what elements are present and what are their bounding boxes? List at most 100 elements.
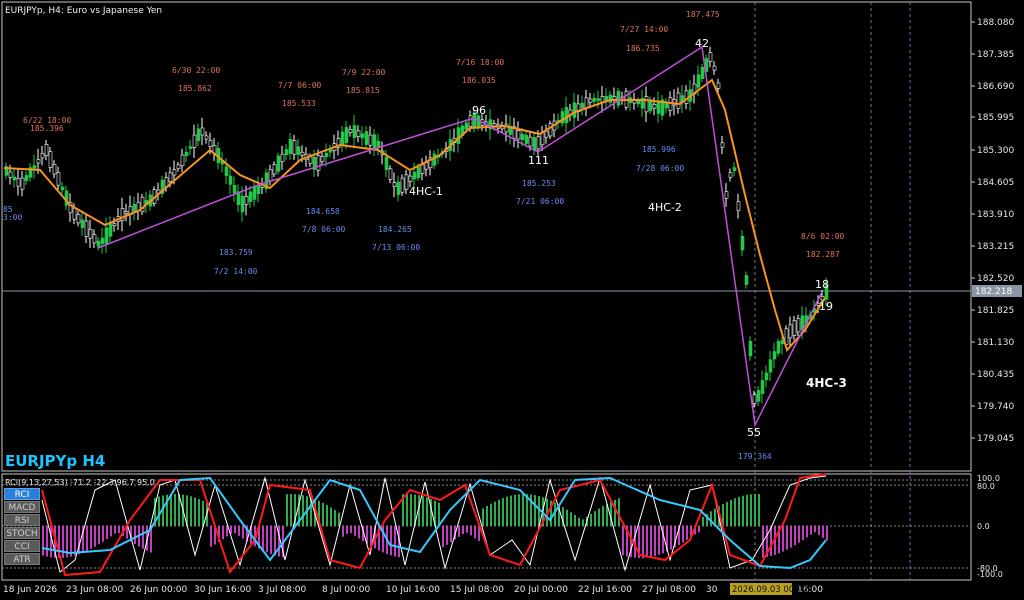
histogram-bar	[166, 494, 168, 526]
atr-button[interactable]: ATR	[4, 553, 40, 565]
stoch-button[interactable]: STOCH	[4, 527, 40, 539]
candle-body	[52, 164, 57, 175]
histogram-bar	[714, 508, 716, 526]
histogram-bar	[318, 500, 320, 526]
candle-body	[300, 151, 305, 156]
candle-body	[512, 126, 517, 139]
histogram-bar	[430, 498, 432, 526]
histogram-bar	[814, 526, 816, 533]
histogram-bar	[754, 494, 756, 526]
candlestick-series	[4, 46, 829, 408]
histogram-bar	[638, 526, 640, 558]
high-annotations: 6/22 18:00 185.396 6/30 22:00 185.862 7/…	[23, 10, 845, 259]
histogram-bar	[702, 516, 704, 526]
candle-body	[560, 111, 565, 124]
histogram-bar	[246, 526, 248, 542]
indicator-tick: 0.0	[977, 522, 990, 531]
candle-body	[80, 219, 85, 228]
histogram-bar	[590, 513, 592, 526]
high-price: 185.533	[282, 99, 316, 108]
histogram-bar	[190, 496, 192, 526]
candle-body	[228, 175, 233, 185]
candle-body	[236, 191, 241, 206]
low-date: 7/28 06:00	[636, 164, 684, 173]
candle-body	[752, 394, 757, 404]
pattern-label: 4HC-1	[409, 185, 443, 198]
candle-body	[200, 127, 205, 136]
histogram-bar	[102, 526, 104, 542]
histogram-bar	[746, 494, 748, 526]
histogram-bar	[582, 519, 584, 526]
histogram-bar	[74, 526, 76, 556]
candle-body	[744, 275, 749, 285]
histogram-bar	[478, 526, 480, 541]
candle-body	[104, 227, 109, 244]
histogram-bar	[738, 496, 740, 526]
time-tick: 8 Jul 00:00	[322, 585, 371, 595]
rci-button[interactable]: RCI	[4, 488, 40, 500]
time-tick: 30 Jun 16:00	[194, 585, 251, 595]
histogram-bar	[630, 526, 632, 558]
candle-body	[124, 211, 129, 214]
histogram-bar	[106, 526, 108, 540]
price-tick: 185.300	[977, 146, 1014, 156]
low-price: 183.759	[219, 248, 253, 257]
candle-body	[348, 129, 353, 133]
histogram-bar	[522, 494, 524, 526]
candle-body	[748, 340, 753, 357]
histogram-bar	[558, 504, 560, 526]
candle-body	[520, 133, 525, 141]
macd-button[interactable]: MACD	[4, 501, 40, 513]
high-price: 185.396	[30, 124, 64, 133]
wave-counts: 96 111 42 55 18 19	[472, 37, 833, 439]
rci-fast-line	[41, 475, 827, 573]
histogram-bar	[414, 494, 416, 526]
histogram-bar	[506, 496, 508, 526]
candle-body	[696, 74, 701, 88]
edge-fragment: 3:00	[3, 213, 22, 222]
histogram-bar	[526, 494, 528, 526]
histogram-bar	[610, 501, 612, 526]
histogram-bar	[346, 526, 348, 534]
histogram-bar	[642, 526, 644, 558]
histogram-bar	[134, 526, 136, 545]
histogram-bar	[98, 526, 100, 545]
price-tick: 187.385	[977, 50, 1014, 60]
histogram-bar	[70, 526, 72, 557]
low-price: 184.265	[378, 225, 412, 234]
candle-body	[40, 152, 45, 159]
histogram-bar	[194, 497, 196, 526]
candle-body	[792, 320, 797, 336]
low-date: 7/13 06:00	[372, 243, 420, 252]
rsi-button[interactable]: RSI	[4, 514, 40, 526]
indicator-tick: -80.0	[977, 564, 998, 573]
histogram-bar	[650, 526, 652, 557]
histogram-bar	[450, 526, 452, 543]
histogram-bar	[46, 526, 48, 557]
histogram-bar	[698, 526, 700, 533]
candle-body	[640, 98, 645, 109]
histogram-bar	[614, 499, 616, 526]
candle-body	[268, 168, 273, 182]
histogram-bar	[598, 508, 600, 526]
histogram-bar	[434, 500, 436, 526]
indicator-label: RCI(9,13,27,53) -71.2 -22.3 96.7 95.0	[5, 478, 155, 487]
cci-button[interactable]: CCI	[4, 540, 40, 552]
histogram-bar	[770, 526, 772, 557]
histogram-bar	[806, 526, 808, 538]
indicator-frame	[1, 473, 972, 581]
candle-body	[320, 156, 325, 162]
price-tick: 181.130	[977, 338, 1014, 348]
candle-body	[712, 65, 717, 71]
high-price: 186.735	[626, 44, 660, 53]
edge-fragment: 85	[3, 205, 13, 214]
candle-body	[412, 171, 417, 180]
high-price: 182.287	[806, 250, 840, 259]
time-tick: 18 Jun 2026	[3, 585, 57, 595]
histogram-bar	[174, 494, 176, 526]
candle-body	[652, 104, 657, 109]
time-axis: 18 Jun 2026 23 Jun 08:00 26 Jun 00:00 30…	[3, 585, 823, 595]
histogram-bar	[554, 502, 556, 526]
candle-body	[392, 182, 397, 187]
